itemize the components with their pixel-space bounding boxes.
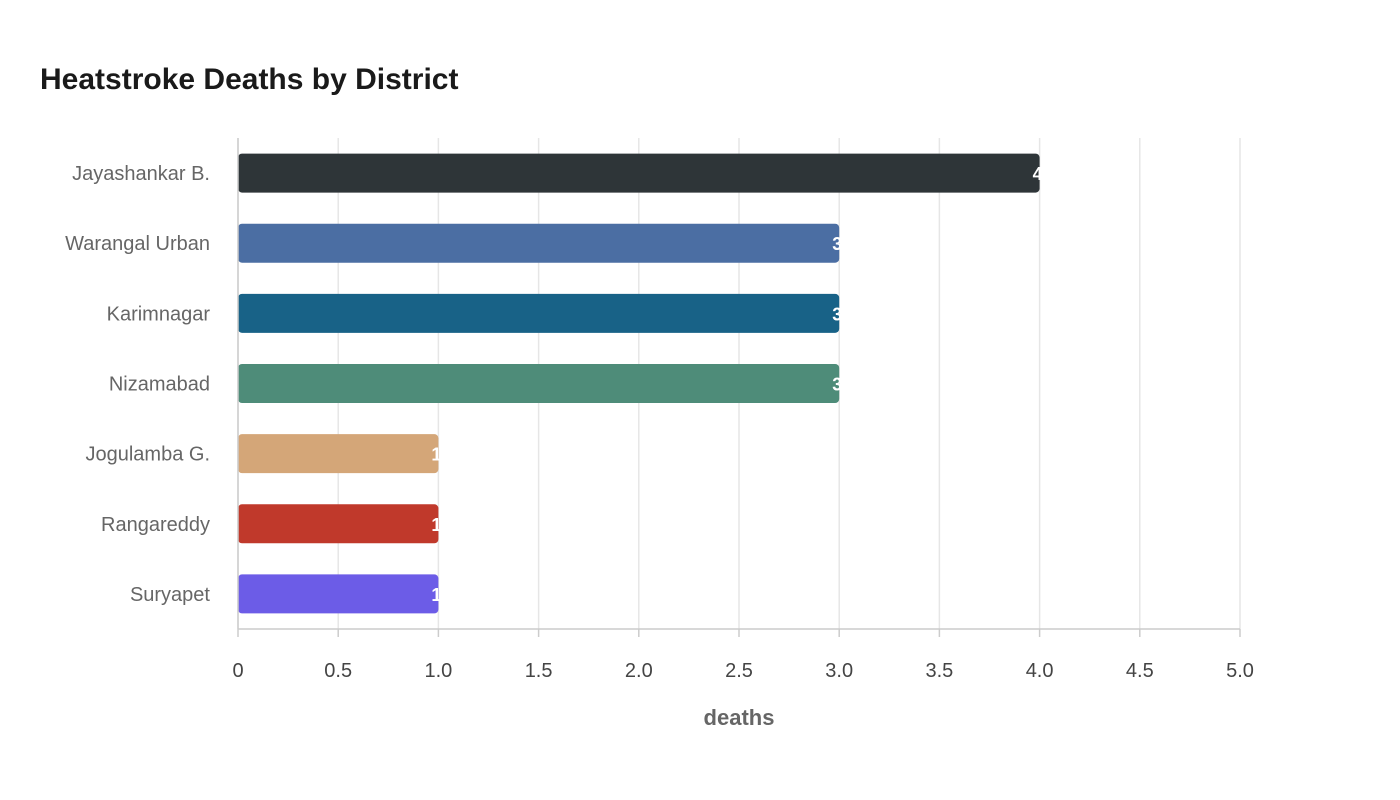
bar: [238, 434, 439, 474]
x-axis-title: deaths: [704, 705, 775, 730]
y-tick-label: Karimnagar: [107, 303, 211, 325]
data-label: 1: [431, 515, 441, 535]
x-tick-label: 0: [232, 660, 243, 682]
y-tick-label: Rangareddy: [101, 514, 210, 536]
data-label: 1: [431, 445, 441, 465]
x-tick-label: 2.0: [625, 660, 653, 682]
axes: 0 0.5 1.0 1.5 2.0 2.5 3.0 3.5 4.0 4.5 5.0 Jayashank…: [65, 138, 1254, 682]
data-label: 3: [832, 304, 842, 324]
data-label: 3: [832, 375, 842, 395]
bar: [238, 574, 439, 614]
data-label: 4: [1033, 164, 1043, 184]
y-tick-label: Nizamabad: [109, 374, 210, 396]
x-tick-label: 4.0: [1026, 660, 1054, 682]
bar: [238, 504, 439, 544]
x-tick-label: 0.5: [324, 660, 352, 682]
x-tick-label: 1.0: [424, 660, 452, 682]
x-tick-label: 3.5: [925, 660, 953, 682]
data-label: 1: [431, 585, 441, 605]
bars: 4 3 3 3 1 1 1: [238, 153, 1043, 614]
bar: [238, 223, 840, 263]
y-tick-label: Jayashankar B.: [72, 163, 210, 185]
y-tick-label: Suryapet: [130, 584, 210, 606]
x-tick-label: 1.5: [525, 660, 553, 682]
bar: [238, 293, 840, 333]
x-tick-label: 3.0: [825, 660, 853, 682]
y-tick-label: Warangal Urban: [65, 233, 210, 255]
chart-title: Heatstroke Deaths by District: [40, 63, 459, 96]
x-tick-label: 2.5: [725, 660, 753, 682]
x-tick-label: 5.0: [1226, 660, 1254, 682]
bar: [238, 364, 840, 403]
data-label: 3: [832, 234, 842, 254]
x-tick-label: 4.5: [1126, 660, 1154, 682]
bar: [238, 153, 1040, 193]
y-tick-label: Jogulamba G.: [85, 444, 210, 466]
